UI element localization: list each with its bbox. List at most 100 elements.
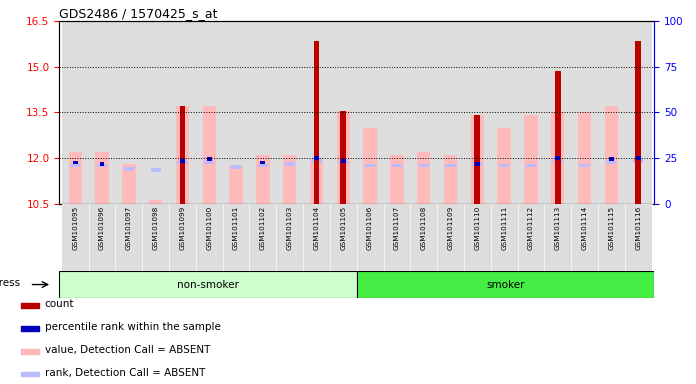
Text: GSM101101: GSM101101 (233, 205, 239, 250)
Bar (21, 349, 39, 354)
Text: GSM101097: GSM101097 (126, 205, 132, 250)
Bar (555, 156, 560, 160)
Bar (635, 41, 641, 204)
Bar (553, 159, 563, 163)
Bar (116, 21, 142, 204)
Bar (411, 21, 437, 204)
Bar (88, 21, 116, 204)
Bar (70, 164, 80, 167)
Text: GSM101098: GSM101098 (152, 205, 159, 250)
Text: rank, Detection Call = ABSENT: rank, Detection Call = ABSENT (45, 367, 205, 377)
Bar (62, 21, 88, 204)
Bar (363, 127, 377, 204)
Bar (122, 164, 136, 204)
Bar (176, 106, 189, 204)
Bar (62, 204, 88, 271)
Bar (285, 162, 295, 166)
Bar (149, 200, 162, 204)
Text: GSM101113: GSM101113 (555, 205, 561, 250)
Bar (633, 159, 643, 163)
Bar (196, 21, 223, 204)
Bar (544, 21, 571, 204)
Bar (551, 113, 564, 204)
Bar (340, 111, 346, 204)
Text: GSM101105: GSM101105 (340, 205, 347, 250)
Text: GSM101106: GSM101106 (367, 205, 373, 250)
Bar (330, 204, 356, 271)
Bar (555, 71, 561, 204)
Bar (605, 106, 618, 204)
Bar (303, 204, 330, 271)
Bar (635, 156, 640, 160)
Bar (231, 165, 242, 169)
Bar (491, 204, 518, 271)
Bar (21, 372, 39, 376)
Bar (464, 204, 491, 271)
Bar (341, 159, 346, 163)
Bar (97, 164, 107, 167)
Text: smoker: smoker (487, 280, 525, 290)
Bar (518, 21, 544, 204)
Bar (470, 115, 484, 204)
Bar (95, 152, 109, 204)
Text: GSM101114: GSM101114 (582, 205, 587, 250)
Bar (180, 159, 185, 163)
Bar (338, 161, 349, 164)
Bar (437, 21, 464, 204)
Text: non-smoker: non-smoker (177, 280, 239, 290)
Text: GSM101111: GSM101111 (501, 205, 507, 250)
Bar (223, 21, 249, 204)
Bar (313, 41, 319, 204)
Text: GDS2486 / 1570425_s_at: GDS2486 / 1570425_s_at (59, 7, 218, 20)
Bar (475, 115, 480, 204)
Text: GSM101100: GSM101100 (206, 205, 212, 250)
Bar (303, 21, 330, 204)
Bar (390, 155, 404, 204)
Bar (88, 204, 116, 271)
Bar (464, 21, 491, 204)
Bar (524, 115, 537, 204)
Bar (609, 157, 614, 161)
Text: GSM101103: GSM101103 (287, 205, 293, 250)
Bar (598, 21, 625, 204)
Bar (491, 21, 518, 204)
Bar (314, 156, 319, 160)
Bar (365, 164, 375, 167)
Bar (311, 159, 322, 163)
Bar (356, 21, 383, 204)
Bar (418, 164, 429, 167)
Text: percentile rank within the sample: percentile rank within the sample (45, 322, 221, 332)
Bar (392, 164, 402, 167)
Bar (256, 155, 269, 204)
Bar (177, 161, 187, 164)
Bar (204, 161, 214, 164)
Text: GSM101104: GSM101104 (313, 205, 319, 250)
Bar (249, 21, 276, 204)
Bar (417, 152, 430, 204)
Bar (59, 271, 357, 298)
Bar (283, 155, 296, 204)
Bar (207, 157, 212, 161)
Bar (411, 204, 437, 271)
Text: GSM101108: GSM101108 (420, 205, 427, 250)
Bar (499, 164, 509, 167)
Bar (142, 21, 169, 204)
Bar (142, 204, 169, 271)
Bar (276, 204, 303, 271)
Text: GSM101115: GSM101115 (608, 205, 615, 250)
Bar (444, 155, 457, 204)
Bar (526, 164, 536, 167)
Text: GSM101096: GSM101096 (99, 205, 105, 250)
Bar (357, 271, 654, 298)
Bar (330, 21, 356, 204)
Bar (544, 204, 571, 271)
Text: value, Detection Call = ABSENT: value, Detection Call = ABSENT (45, 345, 210, 355)
Bar (310, 158, 323, 204)
Bar (578, 113, 591, 204)
Bar (249, 204, 276, 271)
Bar (21, 303, 39, 308)
Bar (580, 164, 590, 167)
Bar (203, 106, 216, 204)
Text: GSM101116: GSM101116 (635, 205, 641, 250)
Bar (73, 161, 78, 164)
